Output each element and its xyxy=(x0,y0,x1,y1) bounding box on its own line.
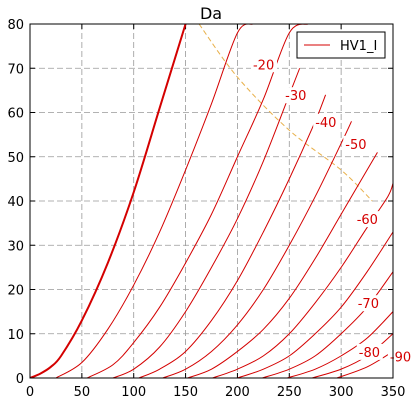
legend-entry-hv1: HV1_I xyxy=(340,39,377,54)
curve-label-bg xyxy=(356,343,383,360)
curve-label: -70 xyxy=(358,297,379,312)
x-tick-label: 350 xyxy=(381,385,406,400)
x-tick-label: 300 xyxy=(329,385,354,400)
x-tick-label: 250 xyxy=(277,385,302,400)
curve-label: -50 xyxy=(345,138,366,153)
legend: HV1_I xyxy=(296,31,386,59)
plate-curve-4 xyxy=(138,94,327,378)
y-tick-label: 20 xyxy=(7,284,24,299)
plate-curve-10 xyxy=(287,311,393,378)
curve-label: -80 xyxy=(359,346,380,361)
axis-ticks: 0 50 100 150 200 250 300 350 0 10 20 30 40 50 60 70 80 xyxy=(7,18,405,400)
curve-label-bg xyxy=(313,113,340,130)
x-tick-label: 150 xyxy=(173,385,198,400)
curve-label-bg xyxy=(354,211,381,228)
curve-labels: -20 -30 -40 -50 -60 -70 -80 -90 xyxy=(250,56,413,365)
plate-curve-2 xyxy=(86,24,309,378)
load-line xyxy=(198,23,373,202)
curve-label: -30 xyxy=(285,89,306,104)
curve-label-bg xyxy=(283,87,310,104)
plate-curve-5 xyxy=(162,121,352,378)
curve-label: -40 xyxy=(315,116,336,131)
plate-curve-1 xyxy=(55,24,254,378)
x-tick-label: 100 xyxy=(121,385,146,400)
x-tick-label: 0 xyxy=(26,385,34,400)
curve-label-bg xyxy=(387,348,413,365)
plate-curve-6 xyxy=(187,152,378,378)
plot-frame xyxy=(29,23,394,379)
plate-curve-8 xyxy=(237,231,393,378)
y-tick-label: 70 xyxy=(7,62,24,77)
load-line-layer xyxy=(198,23,373,202)
curve-label: -90 xyxy=(390,350,411,365)
y-tick-label: 30 xyxy=(7,239,24,254)
plate-curve-0 xyxy=(30,24,187,378)
x-tick-label: 50 xyxy=(74,385,91,400)
y-tick-label: 50 xyxy=(7,151,24,166)
curve-label-bg xyxy=(343,135,370,152)
curve-label: -60 xyxy=(357,213,378,228)
chart-title: Da xyxy=(200,4,222,23)
x-tick-label: 200 xyxy=(225,385,250,400)
grid-lines xyxy=(30,24,393,378)
curve-label: -20 xyxy=(253,58,274,73)
plate-curve-3 xyxy=(112,68,301,378)
curve-label-bg xyxy=(355,295,382,312)
y-tick-label: 40 xyxy=(7,195,24,210)
y-tick-label: 80 xyxy=(7,18,24,33)
plate-curves xyxy=(30,24,393,378)
plate-curve-12 xyxy=(336,351,393,378)
curve-label-bg xyxy=(250,56,277,73)
y-tick-label: 0 xyxy=(16,372,24,387)
plate-curve-7 xyxy=(212,183,393,378)
y-tick-label: 60 xyxy=(7,107,24,122)
y-tick-label: 10 xyxy=(7,328,24,343)
